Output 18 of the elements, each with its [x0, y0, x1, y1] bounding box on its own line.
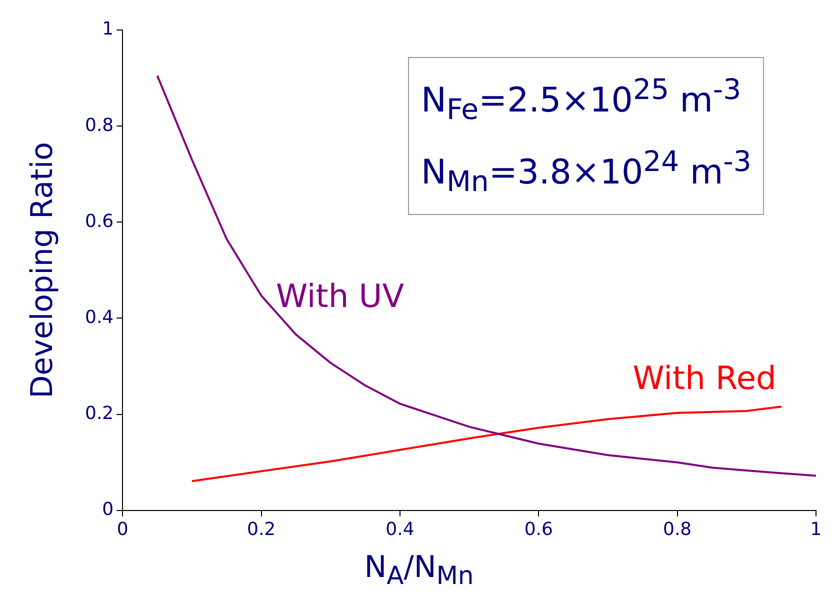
- y-tick-label: 0.2: [84, 402, 114, 424]
- y-tick-label: 0.8: [84, 114, 114, 136]
- x-tick-label: 0.6: [524, 518, 553, 540]
- x-axis-title: N$_{A}$/N$_{Mn}$: [363, 550, 475, 590]
- series-label: With Red: [632, 358, 776, 397]
- series-label: With UV: [276, 276, 404, 315]
- annotation: N$_{Fe}$=2.5×10$^{25}$ m$^{-3}$: [421, 72, 742, 128]
- annotation: N$_{Mn}$=3.8×10$^{24}$ m$^{-3}$: [421, 144, 752, 200]
- y-tick-label: 1: [102, 18, 114, 40]
- y-tick-label: 0: [102, 499, 114, 520]
- y-axis-title: Developing Ratio: [24, 142, 60, 398]
- x-tick-label: 0: [116, 518, 128, 540]
- x-tick-label: 0.2: [246, 518, 276, 540]
- y-tick-label: 0.4: [84, 306, 114, 328]
- x-tick-label: 1: [810, 518, 822, 540]
- x-tick-label: 0.4: [386, 518, 414, 540]
- x-tick-label: 0.8: [663, 518, 692, 540]
- y-tick-label: 0.6: [84, 210, 114, 232]
